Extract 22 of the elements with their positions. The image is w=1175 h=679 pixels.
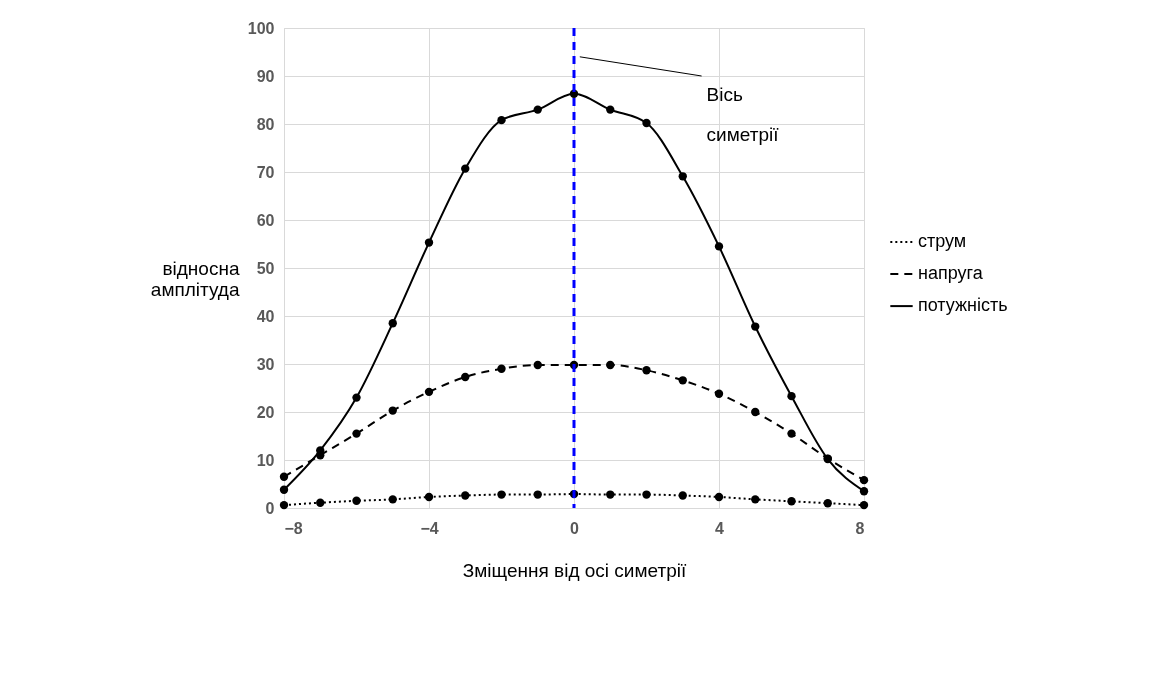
- y-tick-label: 100: [247, 19, 275, 37]
- y-tick-label: 80: [256, 115, 275, 133]
- x-tick-label: 0: [570, 519, 580, 537]
- y-tick-label: 50: [256, 259, 275, 277]
- legend-label: напруга: [918, 263, 984, 284]
- legend-label: потужність: [918, 295, 1008, 316]
- x-tick-label: −8: [284, 519, 303, 537]
- x-tick-label: 8: [855, 519, 865, 537]
- y-tick-label: 60: [256, 211, 275, 229]
- legend-label: струм: [918, 231, 967, 252]
- y-axis-title: відносна амплітуда: [150, 257, 240, 300]
- y-tick-label: 90: [256, 67, 275, 85]
- x-axis-title: Зміщення від осі симетрії: [462, 559, 687, 581]
- y-tick-label: 70: [256, 163, 275, 181]
- x-tick-label: 4: [715, 519, 725, 537]
- x-tick-label: −4: [420, 519, 439, 537]
- ref-line-label: Вісь симетрії: [706, 84, 780, 146]
- y-tick-label: 20: [256, 403, 275, 421]
- y-tick-label: 40: [256, 307, 275, 325]
- y-tick-label: 10: [256, 451, 275, 469]
- y-tick-label: 0: [265, 499, 275, 517]
- y-tick-label: 30: [256, 355, 275, 373]
